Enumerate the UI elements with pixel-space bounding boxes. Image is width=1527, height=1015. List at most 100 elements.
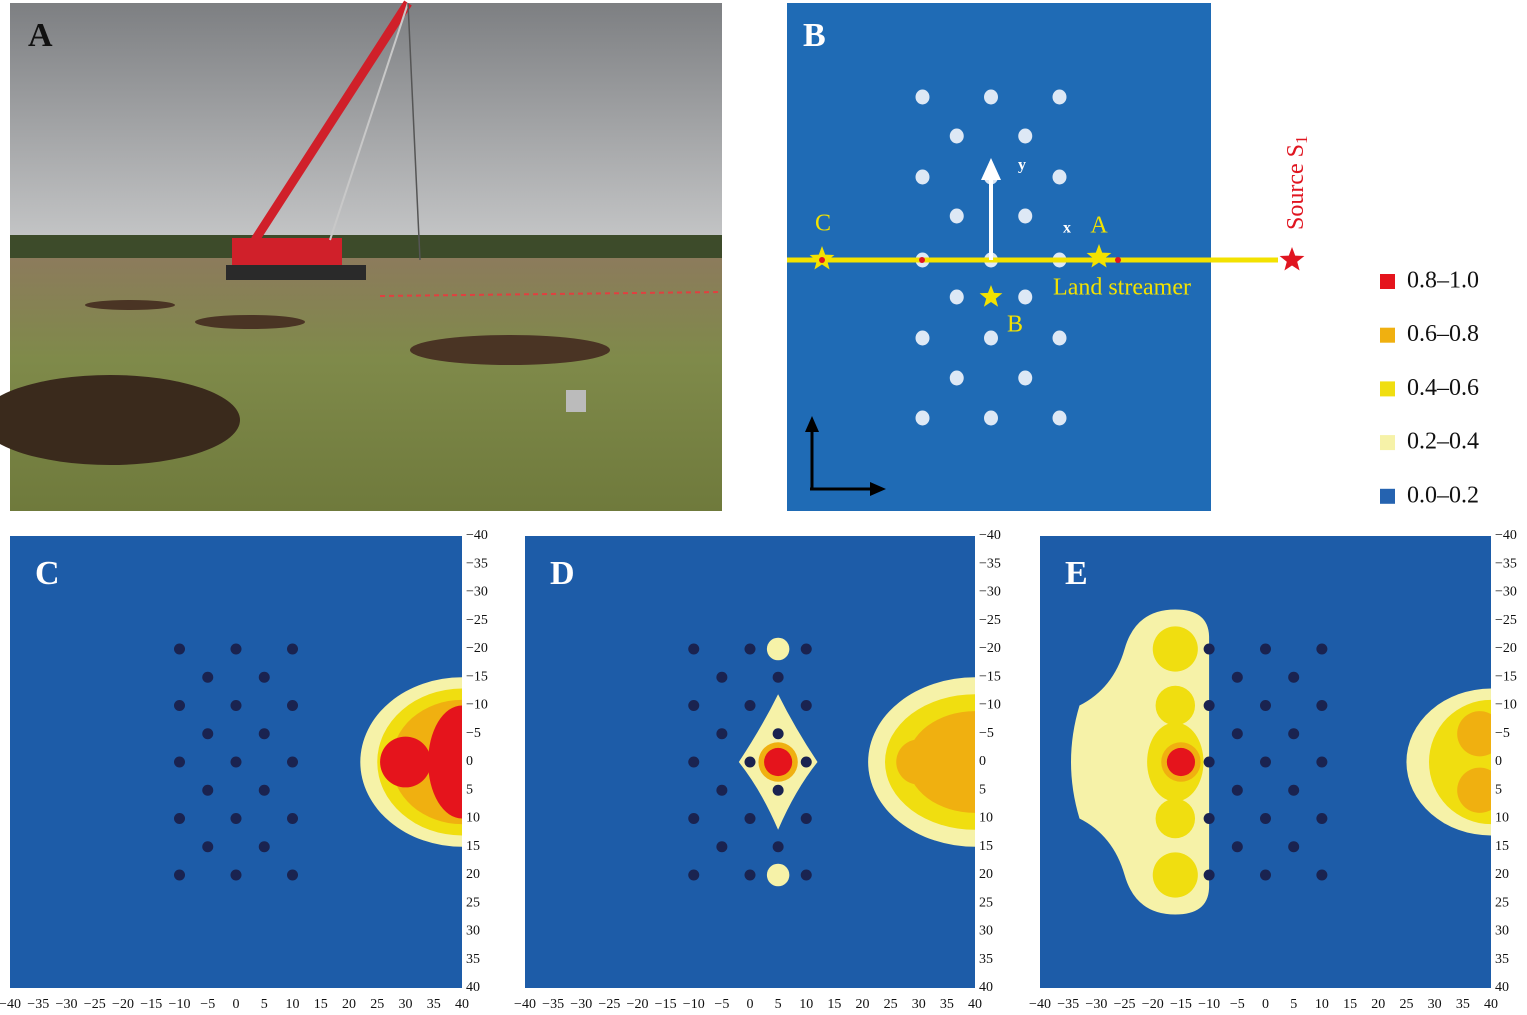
intensity-zone — [1152, 852, 1198, 898]
pile — [949, 208, 964, 224]
axis-label: x — [1063, 220, 1071, 237]
pile — [1018, 289, 1033, 305]
pile — [1203, 643, 1215, 655]
pile — [984, 410, 998, 426]
x-tick-label: 40 — [968, 997, 982, 1012]
pile — [1018, 128, 1033, 144]
x-tick-label: −20 — [627, 997, 649, 1012]
pile — [287, 756, 298, 768]
y-tick-label: −40 — [466, 528, 488, 543]
pile — [174, 756, 185, 768]
x-tick-label: −5 — [714, 997, 729, 1012]
panel-label: D — [550, 555, 575, 592]
y-tick-label: −40 — [979, 528, 1001, 543]
x-tick-label: 5 — [261, 997, 268, 1012]
star — [979, 285, 1003, 307]
pile — [744, 643, 756, 655]
pile — [1316, 869, 1328, 881]
legend-label: 0.0–0.2 — [1407, 482, 1479, 508]
x-tick-label: 15 — [314, 997, 328, 1012]
y-tick-label: 25 — [466, 895, 480, 910]
pile — [716, 728, 728, 740]
y-tick-label: 5 — [979, 782, 986, 797]
x-tick-label: 40 — [1484, 997, 1498, 1012]
pile — [1288, 841, 1300, 853]
legend-label: 0.4–0.6 — [1407, 375, 1479, 401]
photo — [0, 0, 722, 511]
pile — [688, 869, 700, 881]
map-field — [688, 637, 975, 887]
y-tick-label: 0 — [979, 754, 986, 769]
x-tick-label: −20 — [1142, 997, 1164, 1012]
pile — [287, 700, 298, 711]
y-tick-label: −25 — [466, 613, 488, 628]
y-tick-label: 5 — [466, 782, 473, 797]
pile — [716, 784, 728, 796]
receiver — [1115, 257, 1121, 263]
pile — [984, 89, 998, 105]
x-tick-label: −5 — [1230, 997, 1245, 1012]
pile — [1260, 869, 1271, 881]
streamer-label: Land streamer — [1053, 275, 1191, 301]
map: E −40 −35 −30 −25 −20 −15 −10 −5 0 5 10 15 20 25 30 35 40… — [1029, 528, 1517, 1012]
pile — [258, 671, 270, 683]
y-tick-label: −30 — [466, 585, 488, 600]
pile — [716, 841, 728, 853]
point-label: C — [815, 211, 831, 237]
pile — [258, 728, 270, 740]
pile — [1052, 330, 1067, 346]
y-tick-label: −20 — [1495, 641, 1517, 656]
arrow-head — [981, 158, 1001, 180]
pile — [1052, 410, 1067, 426]
y-tick-label: −15 — [466, 669, 488, 684]
point-label: B — [1007, 312, 1023, 338]
pile — [1231, 841, 1243, 853]
x-tick-label: 35 — [940, 997, 954, 1012]
y-tick-label: 10 — [1495, 811, 1509, 826]
pile — [1260, 813, 1271, 824]
pile — [287, 869, 298, 881]
panel-label: E — [1065, 555, 1088, 592]
y-tick-label: 30 — [466, 924, 480, 939]
x-tick-label: −40 — [1029, 997, 1051, 1012]
x-tick-label: 30 — [1428, 997, 1442, 1012]
y-tick-label: −15 — [1495, 669, 1517, 684]
legend-swatch — [1380, 274, 1395, 289]
pile — [744, 869, 756, 881]
pile — [1288, 671, 1300, 683]
y-tick-label: −5 — [979, 726, 994, 741]
pile — [230, 813, 242, 824]
intensity-zone — [907, 711, 975, 813]
source-text: Source S — [1283, 144, 1309, 230]
intensity-zone — [1155, 685, 1196, 726]
y-tick-label: −10 — [466, 698, 488, 713]
pile — [230, 700, 242, 711]
x-tick-label: −15 — [140, 997, 162, 1012]
pile — [915, 410, 930, 426]
legend: 0.8–1.0 0.6–0.8 0.4–0.6 0.2–0.4 0.0–0.2 — [1380, 268, 1479, 508]
pile — [800, 756, 812, 768]
pile — [744, 813, 756, 824]
pile — [800, 813, 812, 824]
pile — [772, 784, 784, 796]
pile — [984, 330, 998, 346]
pile — [800, 700, 812, 711]
y-tick-label: −35 — [466, 556, 488, 571]
pile — [1203, 813, 1215, 824]
pile — [1288, 784, 1300, 796]
x-tick-label: 15 — [1343, 997, 1357, 1012]
y-tick-label: 10 — [466, 811, 480, 826]
y-tick-label: 10 — [979, 811, 993, 826]
pile — [688, 643, 700, 655]
y-tick-label: −15 — [979, 669, 1001, 684]
arrow-head — [870, 482, 886, 496]
y-tick-label: 0 — [1495, 754, 1502, 769]
x-tick-label: 10 — [286, 997, 300, 1012]
x-tick-label: 20 — [1371, 997, 1385, 1012]
y-tick-label: 5 — [1495, 782, 1502, 797]
pile — [915, 169, 930, 185]
x-tick-label: 15 — [827, 997, 841, 1012]
pile — [1018, 208, 1033, 224]
x-tick-label: −30 — [1085, 997, 1107, 1012]
x-tick-label: −10 — [1198, 997, 1220, 1012]
